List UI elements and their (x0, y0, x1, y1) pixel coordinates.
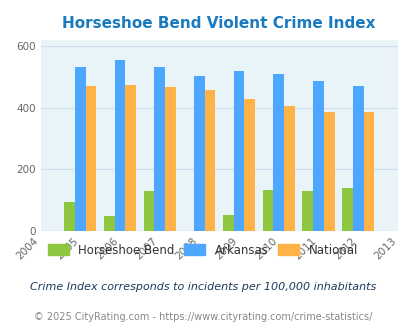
Bar (312, 81, 323, 231)
Bar (64, 202, 75, 231)
Bar (75, 67, 85, 231)
Bar (362, 112, 373, 231)
Bar (114, 60, 125, 231)
Bar (284, 106, 294, 231)
Text: © 2025 CityRating.com - https://www.cityrating.com/crime-statistics/: © 2025 CityRating.com - https://www.city… (34, 312, 371, 322)
Bar (352, 86, 362, 231)
Text: Crime Index corresponds to incidents per 100,000 inhabitants: Crime Index corresponds to incidents per… (30, 282, 375, 292)
Bar (222, 215, 233, 231)
Bar (273, 75, 283, 231)
Bar (323, 112, 334, 231)
Bar (165, 87, 175, 231)
Bar (341, 188, 352, 231)
Bar (204, 90, 215, 231)
Bar (244, 99, 254, 231)
Legend: Horseshoe Bend, Arkansas, National: Horseshoe Bend, Arkansas, National (47, 244, 358, 256)
Text: Horseshoe Bend Violent Crime Index: Horseshoe Bend Violent Crime Index (62, 16, 375, 31)
Bar (233, 71, 244, 231)
Bar (143, 191, 154, 231)
Bar (85, 86, 96, 231)
Bar (104, 216, 114, 231)
Bar (154, 67, 165, 231)
Bar (262, 190, 273, 231)
Bar (125, 85, 136, 231)
Bar (194, 76, 204, 231)
Bar (302, 191, 312, 231)
